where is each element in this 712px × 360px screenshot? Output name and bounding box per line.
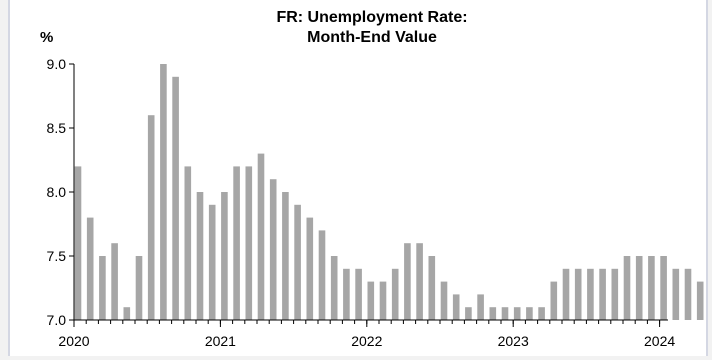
bar-2020-12 (208, 204, 216, 320)
bar-2023-10 (623, 256, 631, 320)
bar-2023-03 (538, 307, 545, 320)
y-tick-label-7.5: 7.5 (47, 248, 67, 264)
y-tick-label-8.0: 8.0 (47, 184, 67, 200)
bar-2021-06 (282, 192, 289, 320)
bar-2022-02 (379, 281, 387, 320)
chart-title-line-2: Month-End Value (307, 29, 437, 46)
bar-2021-03 (245, 166, 253, 320)
bar-2022-11 (489, 307, 497, 320)
bar-2021-08 (306, 217, 314, 320)
bar-2023-06 (574, 268, 582, 320)
bar-2022-12 (501, 307, 509, 320)
x-tick-label-2023: 2023 (498, 333, 529, 349)
y-tick-label-7.0: 7.0 (47, 312, 67, 328)
bar-2023-09 (611, 268, 619, 320)
bar-2022-05 (416, 243, 423, 320)
bar-2023-07 (587, 268, 594, 320)
y-tick-label-8.5: 8.5 (47, 120, 67, 136)
bar-2020-11 (196, 192, 204, 320)
bar-2023-01 (513, 307, 521, 320)
bar-2024-01 (660, 256, 667, 320)
bar-2020-03 (99, 256, 106, 320)
bar-2023-02 (526, 307, 533, 320)
bar-2021-10 (330, 256, 338, 320)
bar-2023-04 (550, 281, 558, 320)
x-tick-label-2020: 2020 (58, 333, 89, 349)
bar-2020-06 (135, 256, 143, 320)
bar-2020-02 (86, 217, 94, 320)
y-axis-unit-label: % (40, 29, 53, 46)
bar-2023-05 (562, 268, 570, 320)
bar-2020-10 (184, 166, 192, 320)
bar-2021-11 (343, 268, 350, 320)
bar-2022-01 (367, 281, 375, 320)
bar-2022-06 (428, 256, 436, 320)
bar-2022-07 (440, 281, 448, 320)
bar-2022-08 (452, 294, 460, 320)
bar-2024-02 (672, 268, 680, 320)
bar-2024-04 (696, 281, 704, 320)
bar-2023-12 (648, 256, 655, 320)
bar-2020-08 (160, 64, 167, 320)
axes-group: 9.0 8.5 8.0 7.5 7.0 2020 2021 2022 2023 2024 (47, 56, 676, 349)
bars-group (74, 64, 704, 320)
bar-2021-12 (355, 268, 362, 320)
bar-2022-03 (391, 268, 399, 320)
bar-2020-01 (74, 166, 82, 320)
bar-2021-01 (221, 192, 228, 320)
bar-2021-04 (257, 153, 265, 320)
bar-2022-09 (465, 307, 472, 320)
bar-2020-09 (172, 76, 179, 320)
x-tick-label-2021: 2021 (205, 333, 236, 349)
chart-title-line-1: FR: Unemployment Rate: (276, 9, 467, 26)
bar-2024-03 (684, 268, 692, 320)
bar-2023-08 (599, 268, 606, 320)
bar-2022-04 (404, 243, 411, 320)
bar-2022-10 (477, 294, 484, 320)
bar-2020-04 (111, 243, 118, 320)
unemployment-chart: FR: Unemployment Rate: Month-End Value %… (40, 9, 704, 349)
bar-2020-05 (123, 307, 131, 320)
bar-2020-07 (147, 115, 155, 320)
bar-2021-02 (233, 166, 240, 320)
bar-2021-07 (294, 204, 301, 320)
x-tick-label-2022: 2022 (351, 333, 382, 349)
bar-2023-11 (635, 256, 643, 320)
x-tick-label-2024: 2024 (644, 333, 675, 349)
bar-2021-09 (318, 230, 326, 320)
bar-2021-05 (269, 179, 277, 320)
y-tick-label-9.0: 9.0 (47, 56, 67, 72)
chart-frame: FR: Unemployment Rate: Month-End Value %… (8, 0, 708, 356)
